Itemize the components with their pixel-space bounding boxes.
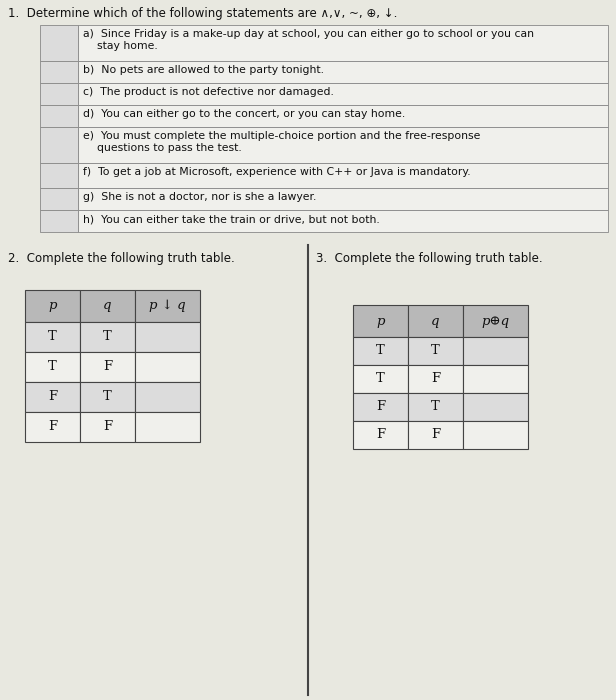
Text: F: F bbox=[376, 400, 385, 414]
Bar bbox=[408, 393, 463, 421]
Bar bbox=[463, 305, 528, 337]
Bar bbox=[80, 352, 135, 382]
Bar bbox=[463, 337, 528, 365]
Bar bbox=[80, 382, 135, 412]
Text: T: T bbox=[431, 400, 440, 414]
Text: F: F bbox=[376, 428, 385, 442]
Bar bbox=[353, 365, 408, 393]
Bar bbox=[40, 105, 78, 127]
Text: F: F bbox=[103, 360, 112, 374]
Bar bbox=[463, 421, 528, 449]
Bar bbox=[135, 322, 200, 352]
Text: q: q bbox=[431, 314, 440, 328]
Text: F: F bbox=[48, 391, 57, 403]
Bar bbox=[40, 210, 78, 232]
Text: p: p bbox=[376, 314, 385, 328]
Text: p⊕q: p⊕q bbox=[482, 314, 509, 328]
Text: T: T bbox=[376, 344, 385, 358]
Bar bbox=[353, 421, 408, 449]
Bar bbox=[408, 337, 463, 365]
Bar bbox=[408, 365, 463, 393]
Bar bbox=[78, 127, 608, 163]
Bar bbox=[78, 83, 608, 105]
Bar bbox=[25, 352, 80, 382]
Text: T: T bbox=[48, 330, 57, 344]
Bar bbox=[408, 305, 463, 337]
Bar bbox=[25, 412, 80, 442]
Bar bbox=[78, 163, 608, 188]
Bar bbox=[80, 412, 135, 442]
Bar bbox=[40, 127, 78, 163]
Bar bbox=[78, 188, 608, 210]
Bar bbox=[353, 337, 408, 365]
Bar bbox=[78, 210, 608, 232]
Bar bbox=[40, 25, 78, 61]
Bar bbox=[463, 365, 528, 393]
Text: 1.  Determine which of the following statements are ∧,∨, ~, ⊕, ↓.: 1. Determine which of the following stat… bbox=[8, 7, 397, 20]
Bar bbox=[25, 382, 80, 412]
Text: F: F bbox=[431, 428, 440, 442]
Bar bbox=[40, 188, 78, 210]
Text: d)  You can either go to the concert, or you can stay home.: d) You can either go to the concert, or … bbox=[83, 109, 405, 119]
Bar bbox=[40, 163, 78, 188]
Text: T: T bbox=[376, 372, 385, 386]
Text: T: T bbox=[48, 360, 57, 374]
Bar bbox=[40, 83, 78, 105]
Bar bbox=[78, 25, 608, 61]
Text: F: F bbox=[431, 372, 440, 386]
Text: h)  You can either take the train or drive, but not both.: h) You can either take the train or driv… bbox=[83, 214, 379, 224]
Text: g)  She is not a doctor, nor is she a lawyer.: g) She is not a doctor, nor is she a law… bbox=[83, 192, 317, 202]
Bar bbox=[463, 393, 528, 421]
Text: 3.  Complete the following truth table.: 3. Complete the following truth table. bbox=[316, 252, 543, 265]
Bar bbox=[135, 290, 200, 322]
Bar bbox=[40, 61, 78, 83]
Bar bbox=[135, 412, 200, 442]
Text: e)  You must complete the multiple-choice portion and the free-response
    ques: e) You must complete the multiple-choice… bbox=[83, 131, 480, 153]
Text: 2.  Complete the following truth table.: 2. Complete the following truth table. bbox=[8, 252, 235, 265]
Bar bbox=[135, 352, 200, 382]
Text: f)  To get a job at Microsoft, experience with C++ or Java is mandatory.: f) To get a job at Microsoft, experience… bbox=[83, 167, 471, 177]
Bar bbox=[80, 290, 135, 322]
Text: F: F bbox=[48, 421, 57, 433]
Text: T: T bbox=[103, 391, 112, 403]
Bar bbox=[408, 421, 463, 449]
Text: p ↓ q: p ↓ q bbox=[149, 300, 186, 312]
Bar bbox=[135, 382, 200, 412]
Bar bbox=[25, 290, 80, 322]
Text: b)  No pets are allowed to the party tonight.: b) No pets are allowed to the party toni… bbox=[83, 65, 324, 75]
Bar bbox=[78, 61, 608, 83]
Text: a)  Since Friday is a make-up day at school, you can either go to school or you : a) Since Friday is a make-up day at scho… bbox=[83, 29, 534, 50]
Bar bbox=[353, 305, 408, 337]
Bar bbox=[80, 322, 135, 352]
Text: T: T bbox=[431, 344, 440, 358]
Text: F: F bbox=[103, 421, 112, 433]
Bar bbox=[25, 322, 80, 352]
Text: q: q bbox=[103, 300, 111, 312]
Text: p: p bbox=[48, 300, 57, 312]
Bar bbox=[78, 105, 608, 127]
Text: c)  The product is not defective nor damaged.: c) The product is not defective nor dama… bbox=[83, 87, 334, 97]
Bar bbox=[353, 393, 408, 421]
Text: T: T bbox=[103, 330, 112, 344]
